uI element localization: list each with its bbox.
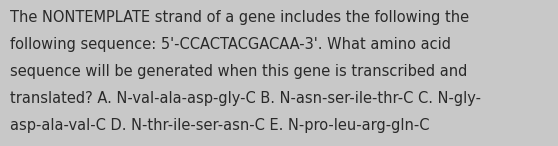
Text: following sequence: 5'-CCACTACGACAA-3'. What amino acid: following sequence: 5'-CCACTACGACAA-3'. … (10, 37, 451, 52)
Text: The NONTEMPLATE strand of a gene includes the following the: The NONTEMPLATE strand of a gene include… (10, 10, 469, 25)
Text: translated? A. N-val-ala-asp-gly-C B. N-asn-ser-ile-thr-C C. N-gly-: translated? A. N-val-ala-asp-gly-C B. N-… (10, 91, 481, 106)
Text: sequence will be generated when this gene is transcribed and: sequence will be generated when this gen… (10, 64, 468, 79)
Text: asp-ala-val-C D. N-thr-ile-ser-asn-C E. N-pro-leu-arg-gln-C: asp-ala-val-C D. N-thr-ile-ser-asn-C E. … (10, 118, 430, 133)
